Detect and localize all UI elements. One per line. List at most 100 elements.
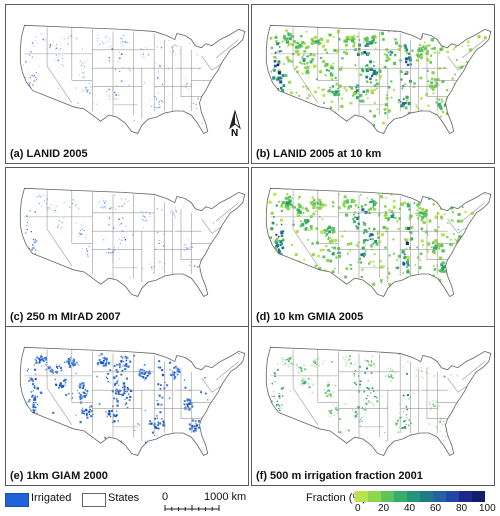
irrigation-pixel	[392, 238, 395, 241]
irrigation-pixel	[435, 401, 437, 403]
irrigation-pixel	[38, 203, 40, 205]
irrigation-pixel	[440, 263, 444, 267]
irrigation-pixel	[418, 266, 422, 270]
irrigation-pixel	[25, 232, 27, 234]
irrigation-pixel	[116, 410, 118, 412]
state-boundary	[461, 361, 485, 381]
irrigation-pixel	[382, 38, 385, 41]
irrigation-pixel	[372, 234, 374, 236]
irrigation-pixel	[345, 36, 350, 40]
irrigation-pixel	[429, 403, 432, 406]
irrigation-pixel	[298, 198, 300, 201]
irrigation-pixel	[156, 417, 158, 419]
irrigation-pixel	[455, 122, 457, 124]
irrigation-pixel	[119, 258, 121, 260]
irrigation-pixel	[309, 274, 312, 277]
irrigation-pixel	[116, 380, 119, 383]
irrigation-pixel	[465, 60, 468, 63]
irrigation-pixel	[359, 73, 363, 77]
irrigation-pixel	[223, 47, 225, 49]
irrigation-pixel	[297, 400, 299, 403]
irrigation-pixel	[359, 383, 361, 386]
irrigation-pixel	[435, 101, 438, 104]
irrigation-pixel	[307, 441, 310, 444]
irrigation-pixel	[49, 45, 51, 47]
irrigation-pixel	[428, 373, 431, 375]
irrigation-pixel	[285, 201, 289, 205]
irrigation-pixel	[113, 413, 115, 415]
irrigation-pixel	[397, 47, 402, 51]
irrigation-pixel	[422, 369, 423, 370]
irrigation-pixel	[122, 67, 124, 68]
irrigation-pixel	[422, 244, 424, 246]
irrigation-pixel	[32, 244, 34, 246]
irrigation-pixel	[80, 60, 82, 62]
ramp-swatch	[433, 491, 446, 502]
irrigation-pixel	[328, 250, 331, 253]
irrigation-pixel	[328, 411, 330, 413]
irrigation-pixel	[211, 432, 214, 435]
irrigation-pixel	[216, 281, 218, 283]
irrigation-pixel	[349, 355, 351, 357]
irrigation-pixel	[416, 209, 419, 212]
irrigation-pixel	[460, 121, 464, 124]
irrigation-pixel	[149, 372, 151, 374]
irrigation-pixel	[371, 402, 373, 404]
irrigation-pixel	[81, 411, 84, 414]
irrigation-pixel	[479, 213, 484, 218]
irrigation-pixel	[77, 102, 79, 104]
irrigation-pixel	[54, 60, 56, 61]
irrigation-pixel	[36, 387, 39, 390]
irrigation-pixel	[280, 50, 283, 52]
irrigation-pixel	[299, 383, 301, 385]
irrigation-pixel	[77, 389, 79, 391]
irrigation-pixel	[460, 444, 462, 446]
irrigation-pixel	[379, 259, 382, 263]
irrigation-pixel	[439, 269, 444, 273]
scale-bar-icon	[164, 505, 220, 511]
irrigation-pixel	[442, 233, 446, 236]
irrigation-pixel	[117, 445, 120, 449]
irrigation-pixel	[317, 254, 320, 258]
irrigation-pixel	[422, 221, 426, 225]
irrigation-pixel	[161, 83, 163, 85]
irrigation-pixel	[390, 210, 394, 213]
irrigation-pixel	[360, 194, 362, 196]
irrigation-pixel	[472, 119, 475, 123]
irrigation-pixel	[280, 230, 284, 235]
irrigation-pixel	[101, 205, 103, 207]
irrigation-pixel	[311, 242, 314, 245]
irrigation-pixel	[142, 376, 145, 378]
irrigation-pixel	[336, 87, 339, 90]
irrigation-pixel	[395, 266, 398, 269]
irrigation-pixel	[132, 234, 134, 236]
irrigation-pixel	[311, 362, 313, 364]
state-boundary	[447, 377, 459, 393]
irrigation-pixel	[96, 375, 98, 378]
irrigation-pixel	[275, 410, 277, 412]
irrigation-pixel	[390, 214, 394, 219]
irrigation-pixel	[85, 414, 88, 417]
irrigation-pixel	[189, 264, 191, 267]
irrigation-pixel	[333, 48, 337, 52]
irrigation-pixel	[268, 200, 272, 204]
irrigation-pixel	[303, 228, 305, 231]
irrigation-pixel	[355, 383, 357, 386]
irrigation-pixel	[35, 79, 38, 81]
irrigation-pixel	[333, 267, 336, 270]
irrigation-pixel	[329, 225, 331, 227]
irrigation-pixel	[291, 369, 293, 371]
irrigation-pixel	[368, 262, 371, 265]
irrigation-pixel	[126, 388, 128, 390]
irrigation-pixel	[449, 374, 452, 376]
fraction-ticks: 0 20 40 60 80 100	[349, 503, 499, 515]
irrigation-pixel	[281, 246, 285, 250]
panel-label-d: (d) 10 km GMIA 2005	[256, 311, 364, 323]
irrigation-pixel	[441, 249, 445, 253]
irrigation-pixel	[98, 403, 101, 405]
irrigation-pixel	[281, 395, 284, 397]
irrigation-pixel	[113, 365, 116, 367]
irrigation-pixel	[301, 56, 304, 59]
irrigation-pixel	[190, 83, 192, 86]
irrigation-pixel	[347, 252, 349, 255]
